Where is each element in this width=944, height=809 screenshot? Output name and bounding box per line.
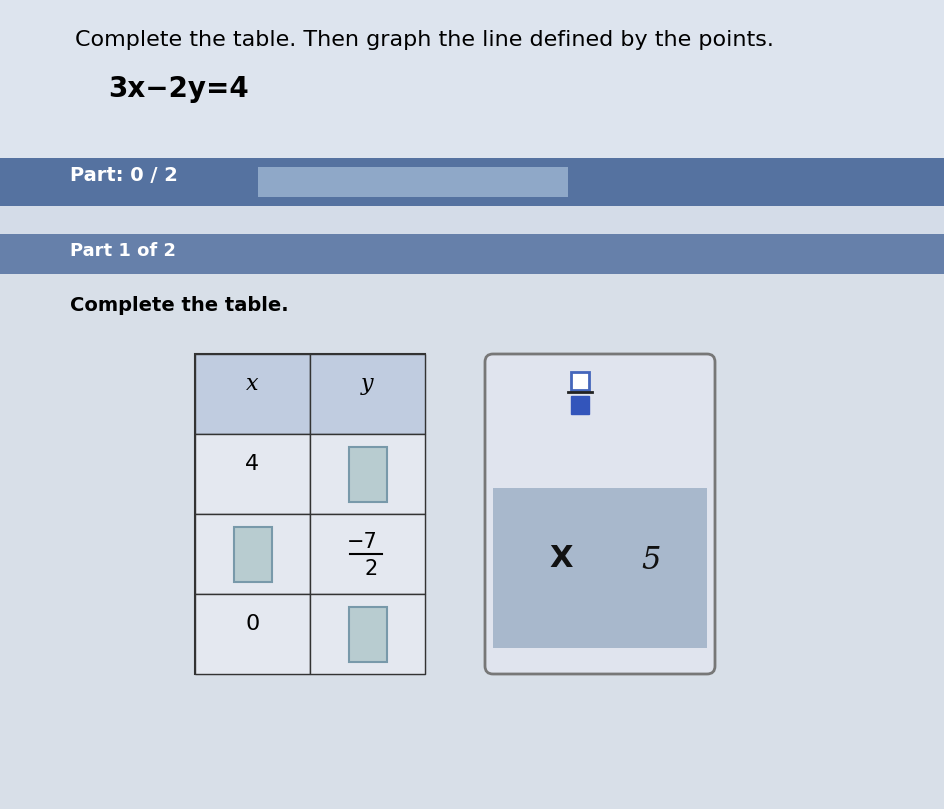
Text: x: x: [246, 373, 259, 395]
Bar: [310, 514, 425, 594]
Bar: [493, 489, 707, 648]
Text: Part 1 of 2: Part 1 of 2: [70, 242, 176, 260]
Text: 2: 2: [365, 559, 379, 579]
Text: Complete the table.: Complete the table.: [70, 296, 289, 315]
Text: 4: 4: [245, 454, 260, 474]
Bar: [195, 354, 310, 434]
Text: 0: 0: [245, 614, 260, 634]
Text: y: y: [362, 373, 374, 395]
Bar: [233, 527, 272, 582]
Text: 3x−2y=4: 3x−2y=4: [108, 75, 249, 103]
Bar: [195, 514, 310, 594]
Bar: [310, 354, 425, 434]
FancyBboxPatch shape: [485, 354, 715, 674]
Bar: [195, 434, 310, 514]
Bar: [258, 167, 568, 197]
Bar: [310, 434, 425, 514]
Text: X: X: [549, 544, 573, 573]
Bar: [0, 0, 944, 160]
Bar: [195, 354, 425, 674]
Bar: [571, 396, 589, 414]
Text: −7: −7: [347, 532, 378, 552]
Bar: [571, 372, 589, 390]
Bar: [0, 274, 944, 809]
Bar: [195, 594, 310, 674]
Bar: [348, 447, 386, 502]
Bar: [348, 607, 386, 662]
Text: Part: 0 / 2: Part: 0 / 2: [70, 166, 177, 185]
Text: Complete the table. Then graph the line defined by the points.: Complete the table. Then graph the line …: [75, 30, 774, 50]
Bar: [0, 158, 944, 206]
Bar: [0, 234, 944, 274]
Text: 5: 5: [641, 545, 660, 576]
Bar: [310, 594, 425, 674]
Bar: [0, 206, 944, 234]
